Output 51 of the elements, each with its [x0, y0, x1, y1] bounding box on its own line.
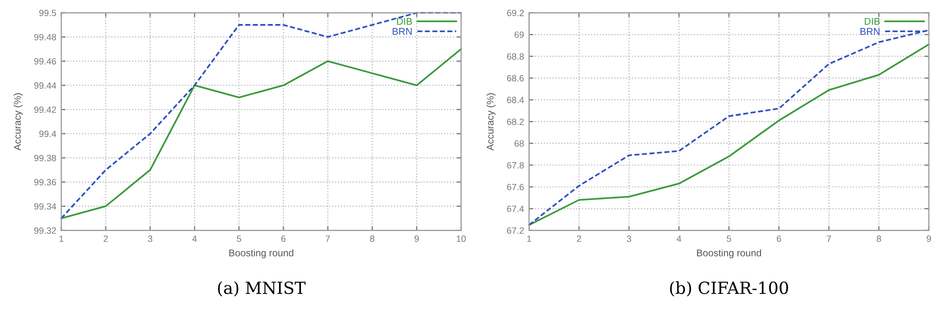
legend-label: BRN — [392, 28, 412, 35]
y-axis-title: Accuracy (%) — [14, 93, 23, 150]
x-tick-label: 5 — [726, 236, 732, 242]
x-tick-label: 7 — [826, 236, 831, 242]
x-tick-label: 3 — [148, 236, 152, 242]
y-tick-label: 69 — [514, 32, 524, 38]
x-tick-label: 9 — [926, 236, 931, 242]
y-tick-label: 99.36 — [34, 179, 56, 186]
y-tick-label: 67.8 — [507, 162, 524, 168]
y-tick-label: 99.5 — [39, 10, 56, 16]
y-tick-label: 99.44 — [34, 82, 56, 89]
y-tick-label: 67.2 — [507, 227, 524, 234]
x-tick-label: 8 — [876, 236, 881, 242]
y-tick-label: 67.4 — [507, 206, 524, 212]
x-tick-label: 7 — [326, 236, 330, 242]
y-tick-label: 99.32 — [34, 227, 56, 234]
x-tick-label: 2 — [576, 236, 582, 242]
line-series — [60, 48, 462, 220]
legend-label: BRN — [860, 28, 880, 35]
y-tick-label: 68.4 — [507, 96, 524, 104]
x-tick-label: 8 — [370, 236, 374, 242]
y-tick-label: 99.42 — [34, 106, 56, 113]
y-tick-label: 68 — [514, 140, 524, 147]
x-tick-label: 1 — [59, 236, 64, 242]
text: (b) CIFAR-100 — [670, 281, 788, 296]
y-tick-label: 99.34 — [34, 203, 56, 210]
y-tick-label: 68.8 — [507, 53, 524, 60]
x-axis-title: Boosting round — [697, 249, 762, 258]
y-tick-label: 69.2 — [507, 10, 524, 16]
x-tick-label: 5 — [236, 236, 242, 242]
x-tick-label: 1 — [527, 236, 532, 242]
x-tick-label: 3 — [626, 236, 632, 242]
x-tick-label: 6 — [776, 236, 782, 242]
text: DIB — [397, 18, 412, 25]
x-tick-label: 9 — [414, 236, 419, 242]
y-tick-label: 67.6 — [507, 184, 524, 190]
x-axis-title: Boosting round — [229, 249, 294, 258]
text: DIB — [864, 18, 880, 25]
y-tick-label: 99.38 — [34, 154, 56, 162]
x-tick-label: 10 — [456, 236, 466, 242]
y-tick-label: 68.2 — [507, 118, 524, 125]
y-tick-label: 99.46 — [34, 58, 56, 65]
y-tick-label: 99.4 — [39, 130, 56, 138]
y-axis-title: Accuracy (%) — [486, 93, 496, 150]
x-tick-label: 4 — [676, 236, 682, 242]
text: (a) MNIST — [218, 281, 306, 296]
x-tick-label: 4 — [192, 236, 197, 242]
y-tick-label: 68.6 — [507, 75, 524, 82]
x-tick-label: 6 — [281, 236, 286, 242]
x-tick-label: 2 — [104, 236, 108, 242]
y-tick-label: 99.48 — [34, 34, 56, 40]
